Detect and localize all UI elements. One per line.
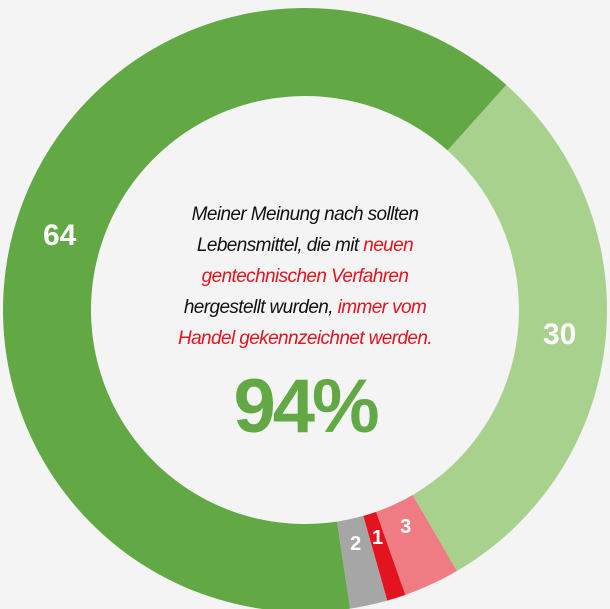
value-label: 64: [43, 219, 77, 252]
center-text-line: gentechnischen Verfahren: [202, 266, 409, 287]
center-text-line: Lebensmittel, die mit neuen: [197, 235, 413, 256]
center-text-segment: hergestellt wurden,: [184, 297, 338, 318]
value-label: 1: [372, 527, 383, 549]
center-text-segment: gentechnischen Verfahren: [202, 266, 409, 287]
value-label: 30: [543, 318, 576, 351]
center-text-segment: Meiner Meinung nach sollten: [192, 204, 419, 225]
donut-segment: [337, 515, 388, 609]
headline: 94%: [233, 364, 378, 449]
center-text-segment: immer vom: [338, 297, 427, 318]
donut-segment: [412, 84, 607, 572]
donut-segment: [3, 8, 507, 609]
center-text-line: Handel gekennzeichnet werden.: [178, 328, 432, 349]
donut-segment: [376, 494, 457, 595]
center-text-segment: Lebensmittel, die mit: [197, 235, 363, 256]
value-label: 3: [400, 516, 411, 538]
donut-segment: [363, 511, 406, 601]
center-text-segment: Handel gekennzeichnet werden.: [178, 328, 432, 349]
value-label: 2: [350, 533, 361, 555]
center-text-line: hergestellt wurden, immer vom: [184, 297, 426, 318]
center-text-line: Meiner Meinung nach sollten: [192, 204, 419, 225]
center-text-segment: neuen: [363, 235, 413, 256]
